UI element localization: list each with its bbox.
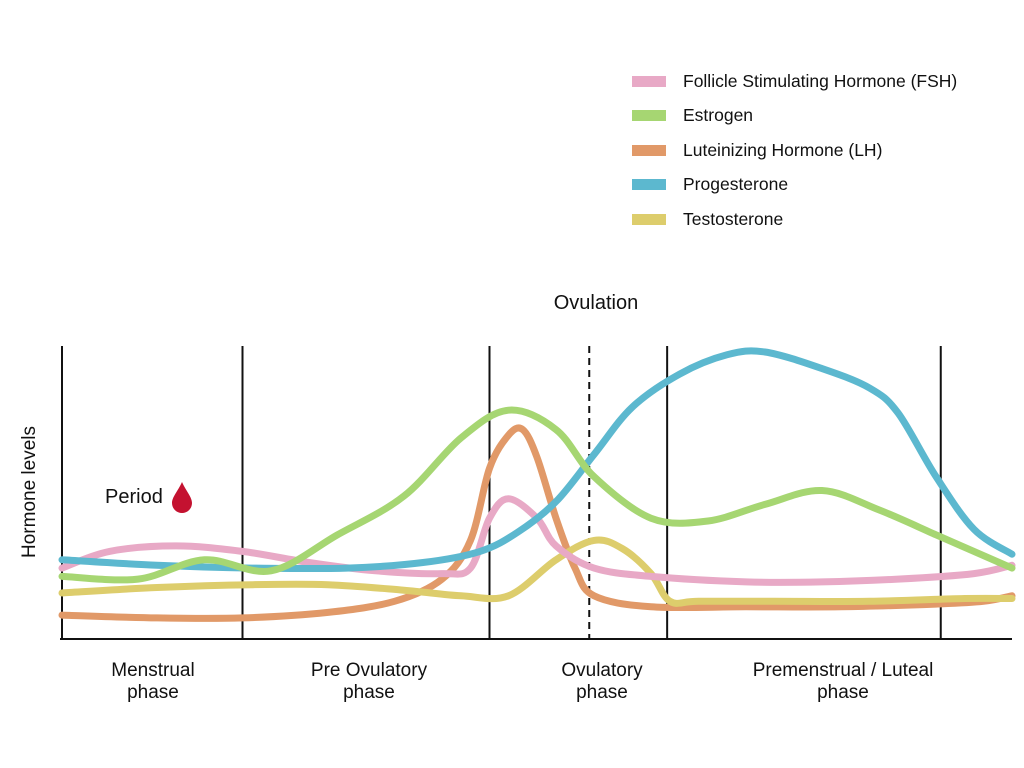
hormone-curves — [58, 347, 1016, 622]
legend-item-testosterone: Testosterone — [632, 202, 957, 237]
series-line-progesterone — [58, 347, 1016, 573]
legend-item-fsh: Follicle Stimulating Hormone (FSH) — [632, 64, 957, 99]
legend-item-estrogen: Estrogen — [632, 99, 957, 134]
phase-label-line: Premenstrual / Luteal — [752, 660, 934, 681]
legend: Follicle Stimulating Hormone (FSH) Estro… — [632, 64, 957, 237]
phase-label-pre-ovulatory: Pre Ovulatory phase — [274, 660, 464, 704]
lh-swatch — [632, 144, 666, 156]
legend-item-progesterone: Progesterone — [632, 168, 957, 203]
phase-label-line: phase — [576, 682, 628, 703]
testosterone-swatch — [632, 213, 666, 225]
period-label: Period — [105, 485, 163, 508]
legend-label: Follicle Stimulating Hormone (FSH) — [683, 70, 958, 91]
ovulation-label: Ovulation — [554, 292, 639, 314]
phase-label-ovulatory: Ovulatory phase — [527, 660, 677, 704]
period-annotation: Period — [105, 481, 193, 513]
blood-drop-icon — [171, 482, 192, 513]
phase-label-line: Pre Ovulatory — [310, 660, 428, 681]
progesterone-swatch — [632, 179, 666, 191]
estrogen-swatch — [632, 110, 666, 122]
series-line-testosterone — [58, 536, 1016, 607]
fsh-swatch — [632, 75, 666, 87]
series-line-lh — [58, 424, 1016, 622]
phase-label-line: phase — [343, 682, 395, 703]
legend-label: Testosterone — [683, 208, 784, 229]
series-line-fsh — [58, 495, 1016, 586]
legend-label: Estrogen — [683, 105, 754, 126]
y-axis-label: Hormone levels — [19, 426, 40, 558]
phase-label-menstrual: Menstrual phase — [78, 660, 228, 704]
series-line-estrogen — [58, 406, 1016, 584]
phase-label-line: Ovulatory — [561, 660, 643, 681]
phase-label-luteal: Premenstrual / Luteal phase — [723, 660, 963, 704]
phase-label-line: phase — [817, 682, 869, 703]
phase-label-line: phase — [127, 682, 179, 703]
legend-label: Progesterone — [683, 174, 789, 195]
phase-label-line: Menstrual — [111, 660, 195, 681]
legend-label: Luteinizing Hormone (LH) — [683, 139, 883, 160]
legend-item-lh: Luteinizing Hormone (LH) — [632, 133, 957, 168]
